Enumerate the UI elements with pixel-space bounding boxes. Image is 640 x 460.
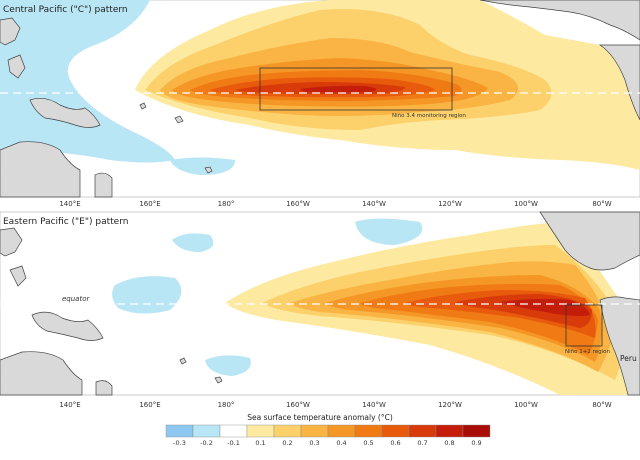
legend-tick-label: -0.2 — [200, 439, 213, 447]
land-east — [539, 211, 640, 396]
lon-label: 140°W — [362, 401, 386, 409]
legend-tick-label: 0.9 — [471, 439, 481, 447]
panel-central-pacific: Niño 3.4 monitoring region Central Pacif… — [0, 0, 640, 198]
warm-anomaly-0.8 — [300, 85, 377, 93]
legend-swatch — [408, 424, 437, 438]
legend-swatch — [219, 424, 248, 438]
legend-swatch — [462, 424, 491, 438]
legend-tick-label: -0.3 — [173, 439, 186, 447]
nino12-box — [565, 304, 603, 347]
lon-labels-top: 140°E 160°E 180° 160°W 140°W 120°W 100°W… — [59, 200, 611, 208]
lon-label: 120°W — [438, 200, 462, 208]
cold-anomaly-south — [170, 157, 235, 175]
lon-label: 140°E — [59, 401, 80, 409]
lon-label: 160°W — [286, 401, 310, 409]
lon-label: 160°E — [139, 401, 160, 409]
warm-anomaly-0.8 — [500, 298, 590, 316]
legend-tick-label: -0.1 — [227, 439, 240, 447]
legend-tick-label: 0.2 — [282, 439, 292, 447]
cold-anomaly-blob — [205, 355, 251, 376]
land-east — [479, 0, 640, 121]
legend-swatch — [435, 424, 464, 438]
legend-tick-label: 0.1 — [255, 439, 265, 447]
nino34-box — [259, 67, 453, 111]
legend-swatch — [246, 424, 275, 438]
legend-tick-label: 0.3 — [309, 439, 319, 447]
panel-title: Central Pacific ("C") pattern — [3, 5, 128, 15]
lon-label: 100°W — [514, 200, 538, 208]
legend-swatch — [273, 424, 302, 438]
lon-label: 160°W — [286, 200, 310, 208]
lon-label: 160°E — [139, 200, 160, 208]
region-label: Niño 1+2 region — [565, 349, 611, 355]
lon-label: 100°W — [514, 401, 538, 409]
legend-swatch — [300, 424, 329, 438]
legend-ticks: -0.3 -0.2 -0.1 0.1 0.2 0.3 0.4 0.5 0.6 0.7 0.8 0.9 — [173, 439, 482, 447]
legend-title: Sea surface temperature anomaly (°C) — [247, 413, 393, 422]
legend-tick-label: 0.8 — [444, 439, 454, 447]
colorbar-legend: Sea surface temperature anomaly (°C) -0.… — [165, 413, 491, 447]
equator-label: equator — [62, 295, 91, 303]
land-west — [0, 17, 213, 198]
lon-label: 180° — [218, 401, 235, 409]
cold-anomaly-blob — [112, 276, 182, 314]
legend-swatch — [192, 424, 221, 438]
panel-eastern-pacific: Niño 1+2 region equator Peru Eastern Pac… — [0, 211, 640, 396]
region-label: Niño 3.4 monitoring region — [392, 113, 466, 119]
panel-title: Eastern Pacific ("E") pattern — [3, 217, 128, 227]
legend-tick-label: 0.6 — [390, 439, 400, 447]
lon-label: 140°E — [59, 200, 80, 208]
legend-tick-label: 0.4 — [336, 439, 346, 447]
land-west — [0, 227, 223, 396]
lon-label: 140°W — [362, 200, 386, 208]
lon-labels-bottom: 140°E 160°E 180° 160°W 140°W 120°W 100°W… — [59, 401, 611, 409]
legend-swatches — [165, 424, 491, 438]
legend-tick-label: 0.5 — [363, 439, 373, 447]
lon-label: 80°W — [592, 401, 611, 409]
cold-anomaly-blob — [355, 218, 423, 245]
lon-label: 120°W — [438, 401, 462, 409]
legend-swatch — [327, 424, 356, 438]
legend-swatch — [354, 424, 383, 438]
lon-label: 180° — [218, 200, 235, 208]
legend-tick-label: 0.7 — [417, 439, 427, 447]
country-label: Peru — [620, 354, 637, 363]
legend-swatch — [165, 424, 194, 438]
lon-label: 80°W — [592, 200, 611, 208]
cold-anomaly-blob — [172, 233, 214, 252]
legend-swatch — [381, 424, 410, 438]
cold-anomaly-west — [0, 0, 175, 163]
